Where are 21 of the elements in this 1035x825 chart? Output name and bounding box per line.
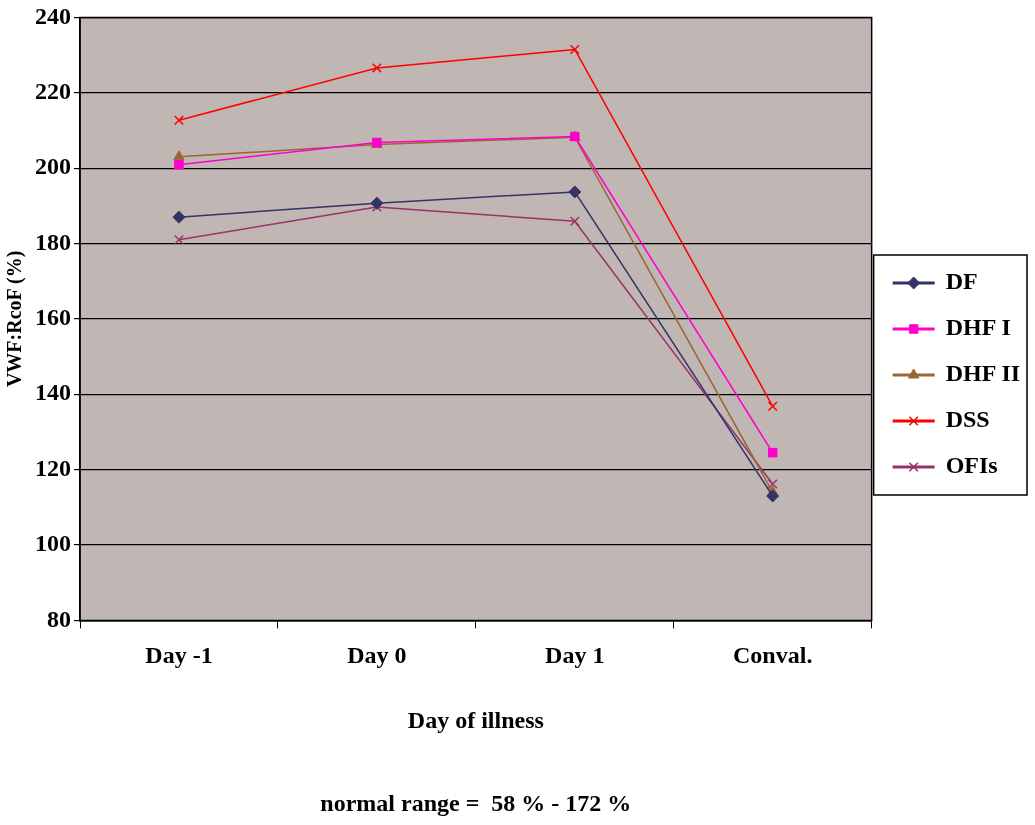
legend-label: DF [945, 268, 978, 295]
x-tick-label: Day -1 [145, 642, 213, 668]
text: normal range = 58 % - 172 % [320, 790, 632, 817]
x-tick-label: Day 1 [545, 642, 605, 668]
y-tick-label: 140 [35, 379, 71, 406]
x-axis-title: Day of illness [407, 706, 544, 733]
y-tick-label: 80 [47, 605, 71, 632]
y-axis-title: VWF:RcoF (%) [3, 250, 27, 388]
y-tick-label: 120 [35, 454, 71, 481]
legend-label: DSS [945, 406, 990, 433]
legend-label: DHF II [945, 360, 1021, 387]
y-tick-label: 200 [35, 153, 71, 180]
y-tick-label: 160 [35, 304, 71, 331]
x-tick-label: Day 0 [347, 642, 407, 668]
y-tick-label: 240 [35, 2, 71, 29]
y-tick-label: 220 [35, 77, 71, 104]
x-tick-label: Conval. [733, 642, 813, 668]
legend-label: DHF I [945, 314, 1011, 341]
y-tick-label: 100 [35, 530, 71, 557]
y-tick-label: 180 [35, 228, 71, 255]
legend-label: OFIs [945, 452, 998, 479]
